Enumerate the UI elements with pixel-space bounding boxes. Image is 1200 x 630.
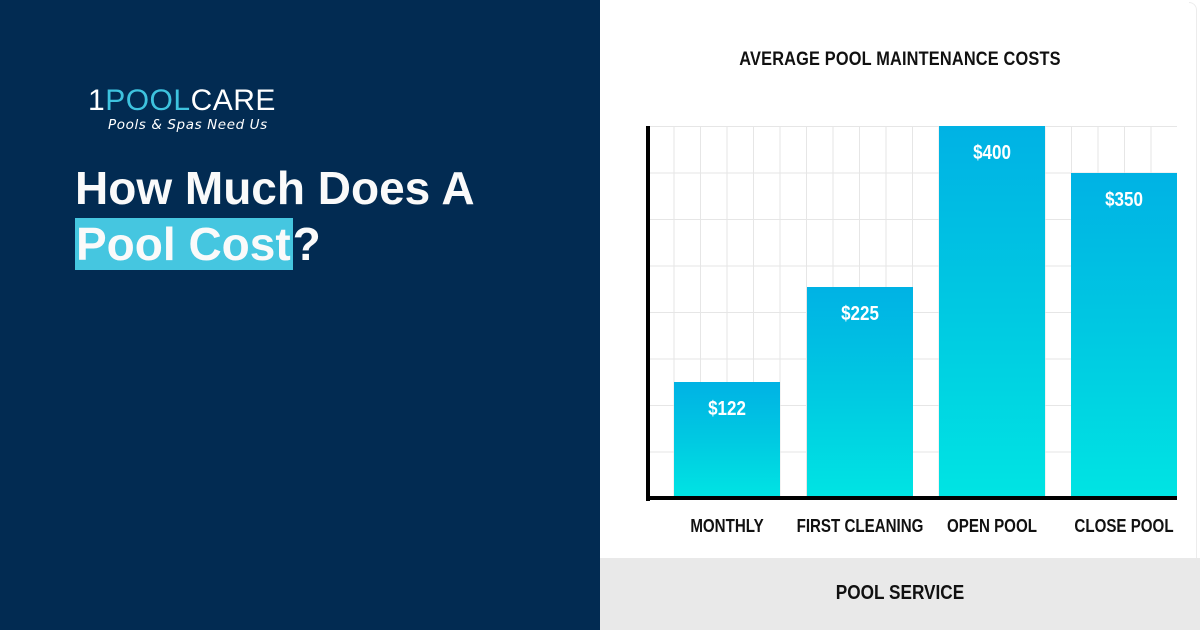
bar-close-pool: $350 [1071, 173, 1177, 497]
panel-border [1189, 2, 1197, 558]
x-tick-label: OPEN POOL [947, 516, 1037, 536]
bar-value-label: $400 [973, 142, 1011, 164]
x-axis-title-band: POOL SERVICE [600, 558, 1200, 630]
bar-open-pool: $400 [939, 126, 1045, 497]
logo-wordmark: 1POOLCARE [88, 86, 276, 116]
x-axis-title: POOL SERVICE [835, 582, 965, 604]
x-tick-label: CLOSE POOL [1074, 516, 1174, 536]
headline-question-mark: ? [292, 218, 321, 270]
left-panel: 1POOLCARE Pools & Spas Need Us How Much … [0, 0, 600, 630]
bar-value-label: $350 [1105, 189, 1143, 211]
x-axis-line [646, 496, 1177, 500]
headline-line-2: Pool Cost? [75, 216, 475, 272]
bar-monthly: $122 [674, 382, 780, 497]
logo-tagline: Pools & Spas Need Us [108, 117, 268, 133]
logo-suffix: CARE [190, 84, 276, 117]
chart-panel: AVERAGE POOL MAINTENANCE COSTS $122 $225… [600, 0, 1200, 630]
y-axis-line [646, 126, 650, 501]
headline-line-1: How Much Does A [75, 162, 475, 214]
x-tick-label: MONTHLY [690, 516, 764, 536]
chart-title: AVERAGE POOL MAINTENANCE COSTS [739, 49, 1061, 70]
page-headline: How Much Does A Pool Cost? [75, 160, 475, 272]
logo-prefix: 1 [88, 84, 106, 117]
bar-value-label: $122 [708, 398, 746, 420]
headline-highlight: Pool Cost [75, 218, 293, 270]
x-tick-label: FIRST CLEANING [796, 516, 924, 536]
logo-accent: POOL [105, 84, 191, 117]
bar-value-label: $225 [841, 303, 879, 325]
bar-first-cleaning: $225 [807, 287, 913, 497]
brand-logo: 1POOLCARE Pools & Spas Need Us [88, 86, 276, 134]
